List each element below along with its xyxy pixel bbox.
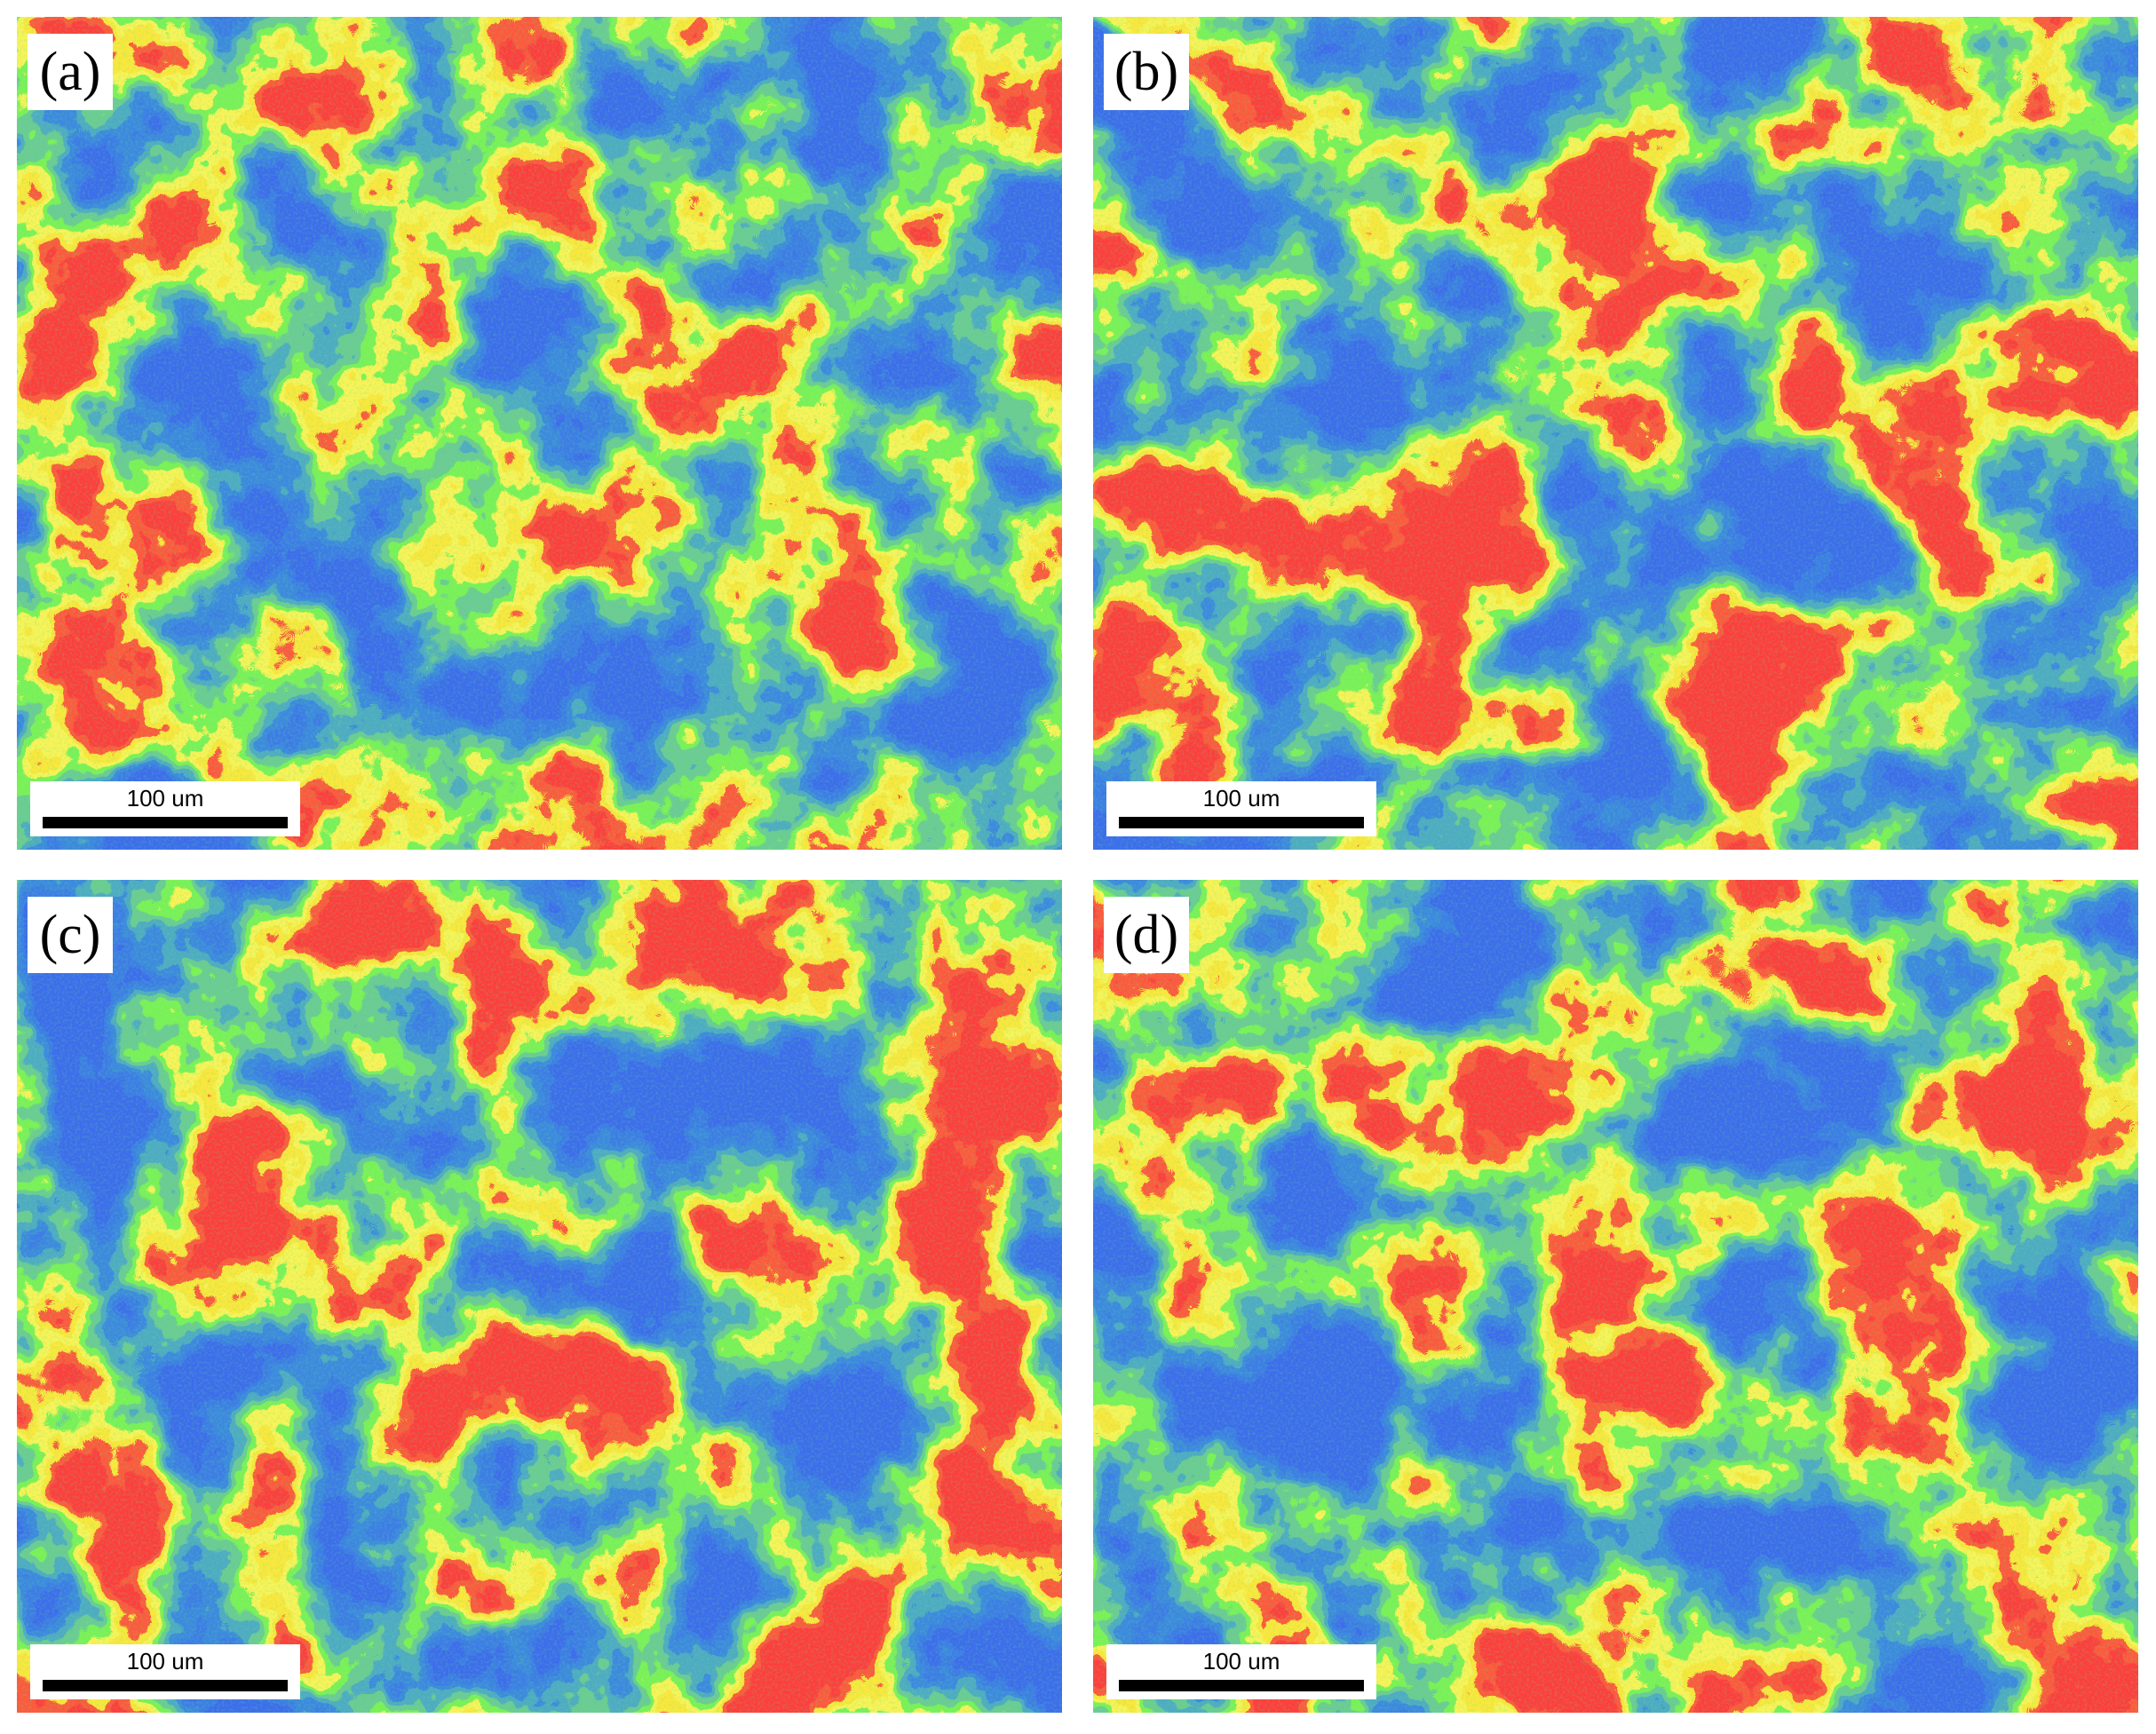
kam-map [1093,880,2138,1713]
scale-bar-label: 100 um [126,785,204,812]
panel-label: (d) [1104,897,1189,973]
panel-label: (b) [1104,34,1189,110]
kam-map [17,17,1062,850]
scale-bar-line [1119,1680,1364,1691]
scale-bar-line [43,1680,288,1691]
map-grain [1093,880,2138,1713]
map-panel: (a) 100 um [17,17,1062,850]
scale-bar: 100 um [1106,781,1376,836]
kam-map [17,880,1062,1713]
map-panel: (c) 100 um [17,880,1062,1713]
panel-label: (c) [28,897,113,973]
scale-bar: 100 um [30,1644,300,1699]
scale-bar: 100 um [30,781,300,836]
scale-bar-label: 100 um [1202,785,1280,812]
scale-bar: 100 um [1106,1644,1376,1699]
scale-bar-line [43,817,288,828]
map-grain [17,17,1062,850]
map-panel: (d) 100 um [1093,880,2138,1713]
map-grain [17,880,1062,1713]
panel-label: (a) [28,34,113,110]
scale-bar-label: 100 um [126,1648,204,1675]
map-panel: (b) 100 um [1093,17,2138,850]
map-grain [1093,17,2138,850]
kam-map [1093,17,2138,850]
scale-bar-label: 100 um [1202,1648,1280,1675]
scale-bar-line [1119,817,1364,828]
